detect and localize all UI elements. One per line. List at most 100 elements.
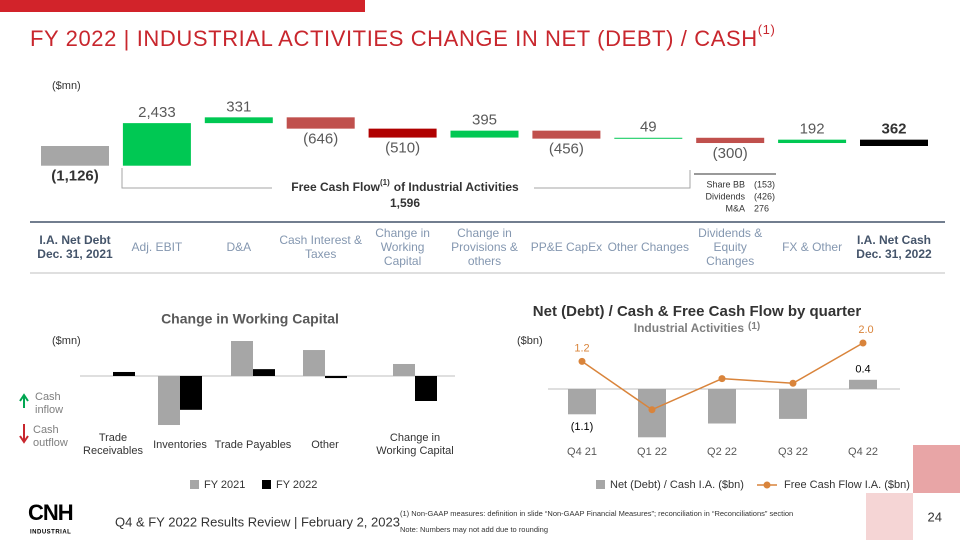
x-tick-label: Adj. EBIT — [131, 240, 183, 255]
bar — [849, 379, 877, 389]
bar — [286, 117, 355, 129]
bar — [532, 130, 601, 139]
data-label: (456) — [549, 141, 584, 158]
footnote: Note: Numbers may not add due to roundin… — [400, 525, 548, 534]
legend-label: FY 2021 — [204, 479, 245, 491]
breakdown-name: Share BB — [706, 179, 745, 189]
fcf-label-text: Free Cash Flow — [291, 180, 380, 194]
chart-title: Change in Working Capital — [161, 311, 339, 327]
x-tick-label: I.A. Net Cash Dec. 31, 2022 — [856, 233, 932, 261]
unit-label: ($mn) — [52, 80, 81, 92]
x-tick-label: Q4 22 — [848, 446, 878, 458]
outflow-label: Cash outflow — [33, 424, 68, 449]
bar — [41, 146, 109, 166]
data-label: 395 — [472, 112, 497, 129]
chart-subtitle: Industrial Activities (1) — [634, 321, 760, 336]
fcf-label-note: (1) — [380, 178, 390, 187]
x-tick-label: Q2 22 — [707, 446, 737, 458]
bar — [368, 128, 437, 138]
bar — [415, 376, 437, 401]
subtitle-note: (1) — [748, 321, 760, 332]
page-number: 24 — [928, 509, 942, 524]
legend-label: FY 2022 — [276, 479, 317, 491]
data-label: (510) — [385, 140, 420, 157]
inflow-label: Cash inflow — [35, 391, 64, 416]
x-tick-label: Q4 21 — [567, 446, 597, 458]
bar — [568, 389, 596, 415]
legend-label: Net (Debt) / Cash I.A. ($bn) — [610, 479, 744, 491]
bar — [393, 363, 415, 376]
x-tick-label: Change in Working Capital — [376, 432, 454, 457]
unit-label: ($mn) — [52, 335, 81, 347]
bar — [450, 130, 519, 138]
line-point — [859, 339, 867, 347]
fcf-value: 1,596 — [390, 196, 420, 210]
fcf-label-rest: of Industrial Activities — [394, 180, 519, 194]
data-label: (300) — [713, 145, 748, 162]
bar — [231, 341, 253, 376]
bar — [708, 389, 736, 424]
x-tick-label: PP&E CapEx — [530, 240, 603, 255]
chart-title: Net (Debt) / Cash & Free Cash Flow by qu… — [533, 303, 862, 320]
logo: CNH — [28, 500, 73, 525]
unit-label: ($bn) — [517, 335, 543, 347]
breakdown-value: (153) — [754, 179, 775, 189]
top-bar — [0, 0, 365, 12]
x-tick-label: D&A — [226, 240, 252, 255]
x-tick-label: Trade Receivables — [83, 432, 143, 457]
bar — [158, 376, 180, 426]
data-label: 0.4 — [855, 364, 870, 376]
breakdown-name: Dividends — [705, 191, 745, 201]
data-label: 192 — [800, 121, 825, 138]
slide-title: FY 2022 | INDUSTRIAL ACTIVITIES CHANGE I… — [30, 22, 775, 50]
bar — [122, 123, 191, 166]
line-point — [648, 406, 656, 414]
fcf-label-bg — [272, 180, 534, 196]
inflow-arrow — [19, 393, 29, 408]
data-label: (1,126) — [51, 168, 99, 185]
data-label: 1.2 — [574, 342, 589, 354]
legend-swatch — [262, 480, 271, 489]
x-tick-label: Cash Interest & Taxes — [279, 233, 363, 261]
line-point — [718, 375, 726, 383]
title-text: FY 2022 | INDUSTRIAL ACTIVITIES CHANGE I… — [30, 26, 758, 51]
x-tick-label: Trade Payables — [214, 438, 292, 451]
legend-swatch — [596, 480, 605, 489]
x-tick-label: Other — [311, 438, 339, 451]
bar — [779, 389, 807, 419]
footer-text: Q4 & FY 2022 Results Review | February 2… — [115, 514, 400, 529]
bar — [860, 139, 928, 146]
x-tick-label: Q3 22 — [778, 446, 808, 458]
x-tick-label: Inventories — [153, 438, 207, 451]
x-tick-label: Change in Working Capital — [375, 226, 430, 268]
x-tick-label: Other Changes — [607, 240, 689, 255]
data-label: (1.1) — [571, 421, 594, 433]
title-note: (1) — [758, 22, 776, 37]
breakdown-value: (426) — [754, 191, 775, 201]
data-label: 49 — [640, 119, 657, 136]
data-label: 331 — [226, 98, 251, 115]
x-tick-label: FX & Other — [782, 240, 843, 255]
x-tick-label: Change in Provisions & others — [451, 226, 518, 268]
bar — [253, 369, 275, 376]
data-label: 2,433 — [138, 104, 176, 121]
bar — [614, 137, 683, 139]
data-label: 362 — [881, 121, 906, 138]
line-point — [578, 357, 586, 365]
bar — [113, 371, 135, 376]
legend-swatch — [190, 480, 199, 489]
bar — [180, 376, 202, 410]
bar — [325, 376, 347, 379]
bar — [303, 350, 325, 376]
bar — [204, 117, 273, 124]
fcf-label: Free Cash Flow(1) of Industrial Activitie… — [291, 178, 519, 194]
data-label: 2.0 — [858, 324, 873, 336]
breakdown-name: M&A — [725, 203, 745, 213]
deco-square — [866, 493, 913, 540]
logo-sub: INDUSTRIAL — [30, 530, 71, 536]
x-tick-label: Dividends & Equity Changes — [698, 226, 763, 268]
footnote: (1) Non-GAAP measures: definition in sli… — [400, 509, 793, 518]
outflow-arrow — [19, 424, 29, 444]
